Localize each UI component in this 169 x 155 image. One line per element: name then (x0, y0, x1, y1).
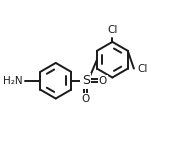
Text: H₂N: H₂N (3, 76, 22, 86)
Text: Cl: Cl (137, 64, 148, 74)
Text: O: O (99, 76, 107, 86)
Text: O: O (81, 93, 90, 104)
Text: S: S (82, 74, 90, 87)
Text: Cl: Cl (107, 25, 118, 35)
